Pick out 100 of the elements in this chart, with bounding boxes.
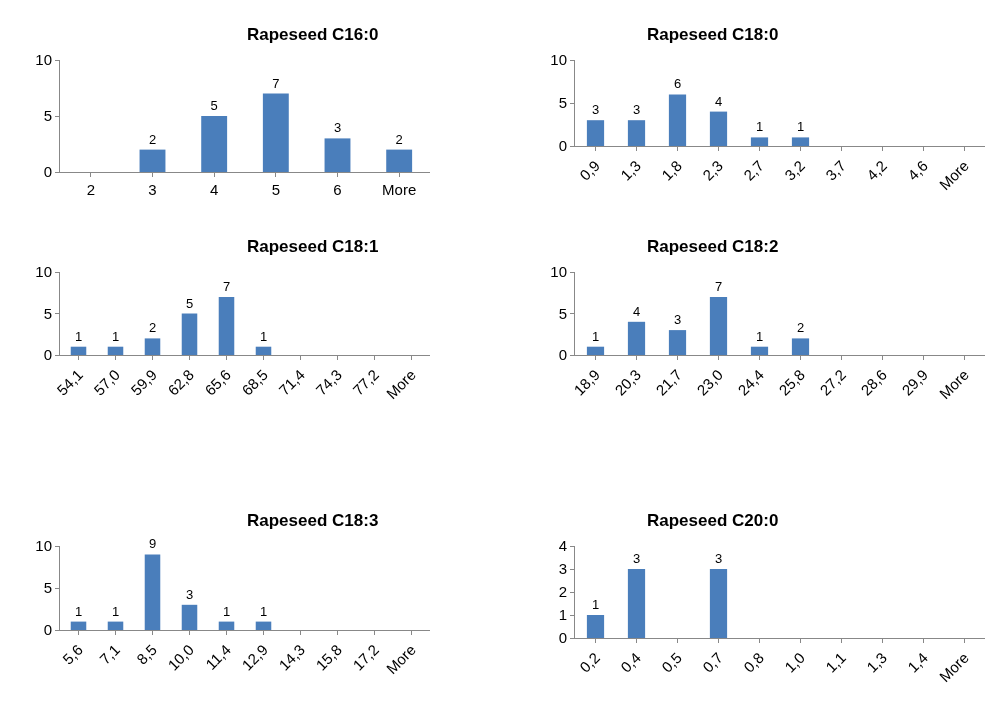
bar <box>586 346 605 355</box>
x-tick-label: 1,3 <box>863 648 890 676</box>
x-tick-label: 11,4 <box>202 640 234 673</box>
x-tick-label: 4,2 <box>863 156 890 184</box>
y-tick-label: 5 <box>43 304 52 322</box>
x-tick-label: 6 <box>333 181 342 198</box>
bar <box>262 93 289 172</box>
data-label: 1 <box>259 603 268 619</box>
data-label: 1 <box>755 328 764 344</box>
y-tick-label: 5 <box>558 94 567 112</box>
y-tick-label: 2 <box>558 583 567 601</box>
bar <box>107 346 124 355</box>
data-label: 3 <box>673 312 682 328</box>
x-tick-label: 0,5 <box>658 648 685 676</box>
data-label: 3 <box>333 120 342 136</box>
x-tick-label: 71,4 <box>275 365 308 399</box>
x-tick-label: 59,9 <box>127 365 160 399</box>
chart-title: Rapeseed C16:0 <box>247 25 379 44</box>
data-label: 1 <box>111 328 120 344</box>
bar <box>218 621 235 630</box>
bar <box>791 338 810 355</box>
bar <box>791 137 810 146</box>
data-label: 1 <box>74 603 83 619</box>
bar <box>144 554 161 630</box>
y-tick-label: 10 <box>550 51 567 69</box>
x-tick-label: 62,8 <box>164 365 197 399</box>
data-label: 5 <box>185 295 194 311</box>
bar <box>709 296 728 355</box>
data-label: 5 <box>210 98 218 113</box>
data-label: 7 <box>272 75 280 91</box>
bar <box>70 346 87 355</box>
y-tick-label: 4 <box>558 537 567 555</box>
y-tick-label: 0 <box>558 629 567 647</box>
bar <box>181 604 198 630</box>
x-tick-label: 8,5 <box>133 640 160 668</box>
x-tick-label: 5 <box>271 181 280 198</box>
data-label: 3 <box>714 551 723 566</box>
y-tick-label: 5 <box>43 107 52 125</box>
x-tick-label: 1,4 <box>904 648 931 676</box>
data-label: 2 <box>395 131 403 147</box>
y-tick-label: 3 <box>558 560 567 578</box>
y-tick-label: 10 <box>35 51 52 69</box>
bar <box>627 321 646 355</box>
data-label: 3 <box>632 102 641 118</box>
bar <box>218 296 235 355</box>
x-tick-label: 3 <box>148 181 157 198</box>
bar <box>750 137 769 146</box>
bar <box>750 346 769 355</box>
y-tick-label: 0 <box>43 621 52 639</box>
x-tick-label: 77,2 <box>349 365 382 399</box>
x-tick-label: 57,0 <box>90 365 123 399</box>
data-label: 7 <box>222 278 231 294</box>
data-label: 1 <box>259 328 268 344</box>
bar <box>386 149 413 172</box>
x-tick-label: 1,1 <box>822 648 849 676</box>
bar <box>255 621 272 630</box>
bar <box>139 149 166 172</box>
data-label: 2 <box>796 320 805 336</box>
data-label: 1 <box>74 328 83 344</box>
chart-title: Rapeseed C18:0 <box>647 25 779 44</box>
x-tick-label: 2 <box>86 181 95 198</box>
y-tick-label: 0 <box>43 346 52 364</box>
bar <box>181 313 198 355</box>
bar <box>586 120 605 146</box>
x-tick-label: 1,3 <box>617 156 644 184</box>
x-tick-label: 5,6 <box>59 640 86 668</box>
x-tick-label: 54,1 <box>53 365 86 399</box>
bar <box>668 330 687 355</box>
data-label: 3 <box>185 586 194 602</box>
bar <box>324 138 351 172</box>
data-label: 7 <box>714 278 723 294</box>
x-tick-label: 3,7 <box>822 156 849 184</box>
bar <box>668 94 687 146</box>
x-tick-label: 1,8 <box>658 156 685 184</box>
data-label: 1 <box>591 328 600 344</box>
x-tick-label: 0,8 <box>740 648 767 676</box>
data-label: 1 <box>796 119 805 135</box>
bar <box>201 116 228 172</box>
x-tick-label: 74,3 <box>312 365 345 399</box>
y-tick-label: 0 <box>558 346 567 364</box>
chart-title: Rapeseed C18:1 <box>247 237 379 256</box>
x-tick-label: 0,7 <box>699 648 726 676</box>
x-tick-label: 0,4 <box>617 648 644 676</box>
x-tick-label: 0,9 <box>576 156 603 184</box>
data-label: 3 <box>591 102 600 118</box>
y-tick-label: 1 <box>558 606 567 624</box>
chart-title: Rapeseed C18:3 <box>247 511 379 530</box>
bar <box>255 346 272 355</box>
chart-title: Rapeseed C18:2 <box>647 237 779 256</box>
data-label: 4 <box>632 303 641 319</box>
x-tick-label: 1,0 <box>781 648 808 676</box>
x-tick-label: 2,3 <box>699 156 726 184</box>
y-tick-label: 0 <box>558 137 567 155</box>
x-tick-label: 2,7 <box>740 156 767 184</box>
y-tick-label: 10 <box>35 537 52 555</box>
bar <box>627 120 646 146</box>
data-label: 2 <box>148 320 157 336</box>
bar <box>107 621 124 630</box>
data-label: 4 <box>714 93 723 109</box>
x-tick-label: 4,6 <box>904 156 931 184</box>
